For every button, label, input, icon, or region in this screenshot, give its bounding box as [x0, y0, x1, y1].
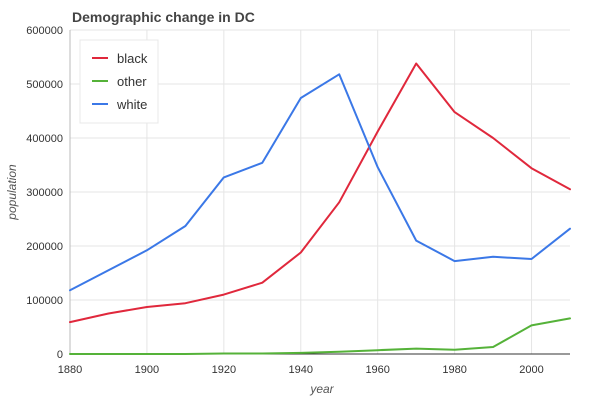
legend-label-white: white [116, 97, 147, 112]
y-tick-label: 400000 [26, 133, 63, 145]
x-tick-label: 1940 [289, 364, 313, 376]
series-line-black [69, 62, 571, 324]
legend: black other white [79, 39, 159, 124]
y-tick-label: 0 [57, 349, 63, 361]
y-tick-label: 300000 [26, 187, 63, 199]
series-line-other [69, 317, 571, 355]
y-tick-label: 600000 [26, 25, 63, 37]
y-tick-label: 100000 [26, 295, 63, 307]
y-axis-label: population [5, 164, 19, 221]
chart-title: Demographic change in DC [72, 9, 255, 25]
y-tick-label: 500000 [26, 79, 63, 91]
y-tick-label: 200000 [26, 241, 63, 253]
legend-label-black: black [117, 51, 148, 66]
series-line-white [69, 73, 571, 292]
x-tick-label: 1880 [58, 364, 82, 376]
legend-label-other: other [117, 74, 147, 89]
x-tick-label: 1900 [135, 364, 159, 376]
x-tick-label: 1980 [442, 364, 466, 376]
x-tick-label: 1920 [212, 364, 236, 376]
axes: 0 100000 200000 300000 400000 500000 600000 188… [26, 25, 570, 376]
series-lines [69, 62, 571, 355]
x-tick-label: 2000 [519, 364, 543, 376]
x-tick-label: 1960 [365, 364, 389, 376]
x-axis-label: year [309, 382, 334, 396]
